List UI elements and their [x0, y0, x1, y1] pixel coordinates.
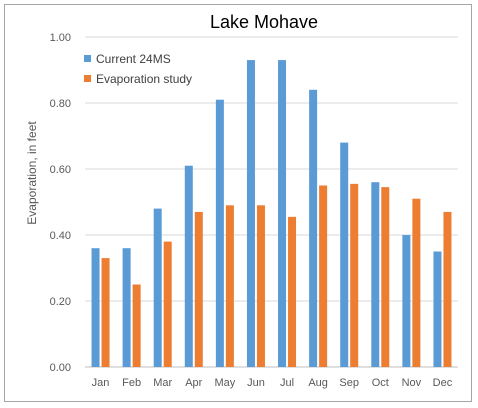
bar-evaporation-study-oct [381, 187, 390, 367]
y-tick-label: 0.40 [50, 230, 71, 242]
y-tick-label: 0.80 [50, 98, 71, 110]
legend-swatch [84, 75, 91, 82]
y-tick-label: 0.60 [50, 164, 71, 176]
bar-evaporation-study-dec [443, 211, 452, 367]
bar-current-24ms-oct [371, 182, 380, 367]
bar-current-24ms-dec [433, 251, 442, 367]
x-tick-labels: Jan Feb Mar Apr May Jun Jul Aug Sep Oct Nov Dec [92, 377, 453, 389]
bar-evaporation-study-aug [319, 185, 328, 367]
chart-title: Lake Mohave [210, 12, 318, 32]
bars [91, 60, 452, 368]
legend: Current 24MS Evaporation study [84, 52, 192, 86]
x-tick-label: Oct [372, 377, 389, 389]
bar-evaporation-study-apr [194, 211, 203, 367]
bar-current-24ms-mar [153, 208, 162, 367]
y-tick-labels: 0.00 0.20 0.40 0.60 0.80 1.00 [50, 32, 71, 374]
bar-current-24ms-jan [91, 248, 100, 367]
bar-current-24ms-feb [122, 248, 131, 367]
y-tick-label: 1.00 [50, 32, 71, 44]
y-tick-label: 0.20 [50, 296, 71, 308]
legend-label: Evaporation study [96, 72, 192, 86]
bar-evaporation-study-jan [101, 258, 110, 367]
bar-current-24ms-jun [246, 60, 255, 367]
bar-current-24ms-jul [278, 60, 287, 367]
bar-evaporation-study-sep [350, 183, 359, 367]
bar-evaporation-study-nov [412, 198, 421, 367]
x-tick-label: May [214, 377, 235, 389]
x-tick-label: Jan [92, 377, 110, 389]
x-tick-label: Dec [433, 377, 453, 389]
gridlines [85, 36, 458, 368]
y-axis-label: Evaporation, in feet [25, 121, 39, 225]
bar-evaporation-study-jun [256, 205, 265, 367]
x-tick-label: Mar [153, 377, 172, 389]
bar-current-24ms-sep [340, 142, 349, 367]
x-tick-label: Jul [280, 377, 294, 389]
bar-current-24ms-aug [309, 89, 318, 368]
bar-evaporation-study-mar [163, 241, 172, 367]
bar-evaporation-study-jul [288, 216, 297, 367]
bar-evaporation-study-feb [132, 284, 141, 367]
bar-evaporation-study-may [225, 205, 234, 367]
legend-label: Current 24MS [96, 52, 171, 66]
x-tick-label: Feb [122, 377, 141, 389]
bar-current-24ms-apr [184, 165, 193, 367]
legend-swatch [84, 55, 91, 62]
x-tick-label: Aug [308, 377, 328, 389]
y-tick-label: 0.00 [50, 362, 71, 374]
x-tick-label: Sep [339, 377, 359, 389]
x-tick-label: Jun [247, 377, 265, 389]
bar-current-24ms-may [215, 99, 224, 367]
bar-current-24ms-nov [402, 235, 411, 367]
chart-frame [4, 4, 472, 402]
x-tick-label: Apr [185, 377, 202, 389]
x-tick-label: Nov [402, 377, 422, 389]
